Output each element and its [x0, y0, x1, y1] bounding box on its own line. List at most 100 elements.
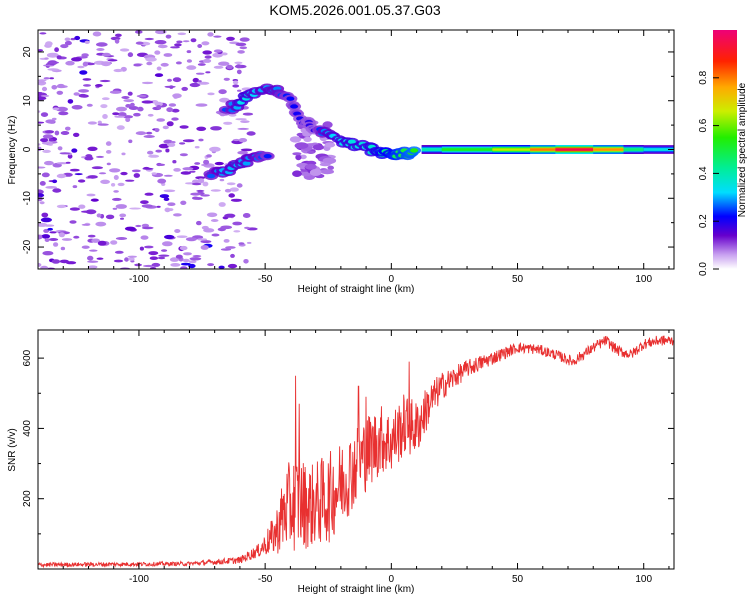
noise-speckle — [155, 30, 167, 35]
noise-speckle — [158, 143, 170, 149]
noise-speckle — [42, 149, 51, 153]
noise-speckle — [155, 149, 162, 153]
steady-band-segment — [593, 148, 624, 151]
noise-speckle — [95, 42, 108, 47]
noise-speckle — [47, 61, 59, 64]
steady-band-segment — [530, 148, 556, 151]
noise-speckle — [172, 160, 177, 164]
noise-speckle — [192, 77, 199, 83]
noise-speckle — [218, 89, 227, 95]
noise-speckle — [210, 219, 219, 222]
noise-speckle — [78, 204, 86, 209]
noise-speckle — [204, 55, 212, 59]
spectrogram-ylabel: Frequency (Hz) — [7, 116, 18, 185]
noise-speckle — [174, 43, 182, 47]
noise-speckle — [134, 263, 143, 267]
noise-speckle — [87, 121, 97, 125]
noise-speckle — [162, 241, 173, 247]
noise-speckle — [237, 127, 250, 130]
noise-speckle — [69, 220, 77, 224]
noise-speckle — [226, 64, 233, 70]
noise-speckle — [188, 263, 196, 269]
noise-speckle — [232, 221, 243, 226]
noise-speckle — [109, 168, 121, 173]
broadband-smear — [305, 163, 317, 170]
noise-speckle — [112, 207, 118, 210]
noise-speckle — [165, 148, 170, 153]
noise-speckle — [164, 85, 176, 88]
noise-speckle — [220, 52, 228, 56]
broadband-smear — [327, 165, 335, 170]
noise-speckle — [78, 93, 88, 98]
noise-speckle — [235, 42, 247, 47]
broadband-smear — [306, 150, 315, 154]
noise-speckle — [166, 107, 174, 113]
y-tick-label: 400 — [22, 420, 33, 437]
noise-speckle — [212, 52, 223, 58]
noise-speckle — [201, 163, 213, 167]
noise-speckle — [232, 80, 239, 85]
noise-speckle — [140, 235, 149, 240]
noise-speckle — [167, 202, 176, 206]
noise-speckle — [183, 252, 192, 256]
noise-speckle — [179, 153, 188, 157]
noise-speckle — [38, 222, 48, 227]
noise-speckle — [112, 197, 122, 201]
noise-speckle — [64, 40, 72, 46]
noise-speckle — [121, 96, 130, 99]
noise-speckle — [119, 48, 130, 52]
noise-speckle — [45, 186, 58, 189]
noise-speckle — [57, 146, 63, 151]
noise-speckle — [42, 134, 54, 139]
noise-speckle — [133, 173, 140, 178]
steady-band-segment — [623, 148, 645, 151]
noise-speckle — [169, 257, 180, 262]
noise-speckle — [151, 172, 157, 175]
noise-speckle — [43, 77, 50, 80]
colorbar-tick-label: 0.0 — [698, 262, 709, 276]
noise-speckle — [145, 57, 157, 62]
noise-speckle — [238, 138, 248, 143]
noise-speckle — [240, 120, 250, 123]
noise-speckle — [113, 68, 123, 73]
noise-speckle — [99, 79, 111, 83]
noise-speckle — [168, 103, 177, 107]
noise-speckle — [218, 61, 230, 66]
x-tick-label: 100 — [635, 574, 652, 585]
noise-speckle — [197, 238, 208, 241]
colorbar-label: Normalized spectral amplitude — [737, 82, 748, 217]
noise-speckle — [179, 245, 188, 251]
x-tick-label: 100 — [635, 274, 652, 285]
noise-speckle — [218, 202, 226, 207]
steady-band-segment — [441, 148, 493, 151]
noise-speckle — [213, 35, 222, 38]
noise-speckle — [77, 179, 86, 183]
steady-band-segment — [555, 148, 594, 151]
noise-speckle — [60, 131, 70, 135]
noise-speckle — [164, 234, 175, 240]
noise-speckle — [141, 81, 154, 85]
snr-xlabel: Height of straight line (km) — [298, 584, 415, 595]
noise-speckle — [125, 117, 131, 122]
noise-speckle — [56, 55, 62, 60]
noise-speckle — [211, 233, 220, 237]
noise-speckle — [157, 163, 166, 166]
noise-speckle — [144, 37, 154, 41]
noise-speckle — [65, 126, 71, 131]
noise-speckle — [191, 182, 202, 186]
noise-speckle — [232, 84, 240, 88]
noise-speckle — [202, 50, 212, 55]
noise-speckle — [115, 33, 122, 37]
noise-speckle — [230, 198, 242, 202]
broadband-smear — [312, 144, 324, 151]
broadband-smear — [295, 154, 302, 161]
noise-speckle — [70, 37, 76, 41]
noise-speckle — [105, 141, 112, 146]
noise-speckle — [141, 100, 154, 104]
noise-speckle — [60, 246, 66, 251]
noise-speckle — [41, 141, 54, 145]
noise-speckle — [87, 265, 98, 269]
noise-speckle — [154, 40, 167, 45]
noise-speckle — [129, 207, 142, 210]
broadband-smear — [292, 152, 302, 156]
